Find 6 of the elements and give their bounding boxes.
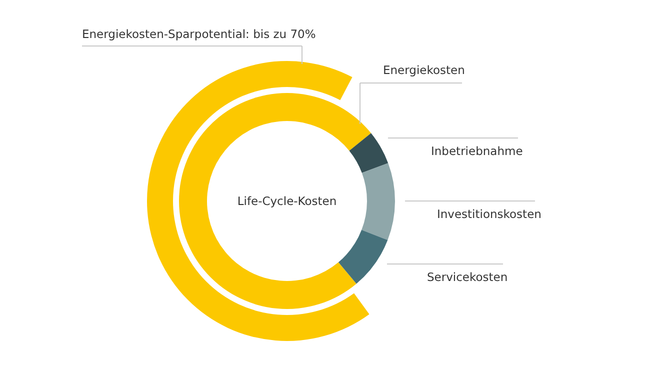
text: Energiekosten-Sparpotential: bis zu 70%	[82, 27, 316, 41]
text: Life-Cycle-Kosten	[237, 194, 337, 208]
slice-label: Inbetriebnahme	[431, 144, 523, 158]
slice-label: Servicekosten	[427, 270, 508, 284]
slice-label: Energiekosten	[383, 63, 465, 77]
slice-label: Investitionskosten	[437, 207, 542, 221]
